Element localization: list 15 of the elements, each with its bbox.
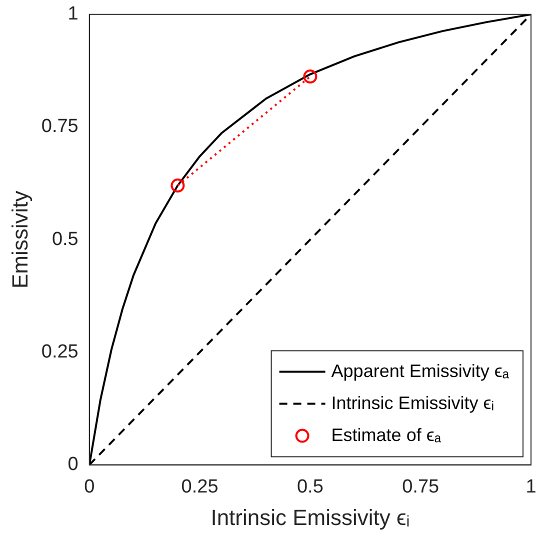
x-axis-title: Intrinsic Emissivity ϵᵢ: [210, 504, 410, 530]
y-tick-label: 0: [68, 454, 78, 476]
y-tick-label: 0.5: [52, 228, 78, 250]
y-tick-label: 0.25: [41, 341, 78, 362]
y-axis-title: Emissivity: [7, 190, 32, 288]
x-tick-label: 0: [84, 476, 95, 498]
legend-label: Intrinsic Emissivity ϵᵢ: [331, 392, 494, 413]
legend-label: Estimate of ϵₐ: [331, 424, 442, 445]
x-tick-label: 0.5: [296, 476, 324, 498]
legend-label: Apparent Emissivity ϵₐ: [331, 360, 510, 381]
y-tick-label: 1: [68, 4, 78, 25]
x-tick-label: 1: [526, 476, 536, 498]
x-tick-label: 0.75: [402, 476, 440, 498]
y-tick-label: 0.75: [41, 116, 78, 138]
x-tick-label: 0.25: [181, 476, 218, 498]
